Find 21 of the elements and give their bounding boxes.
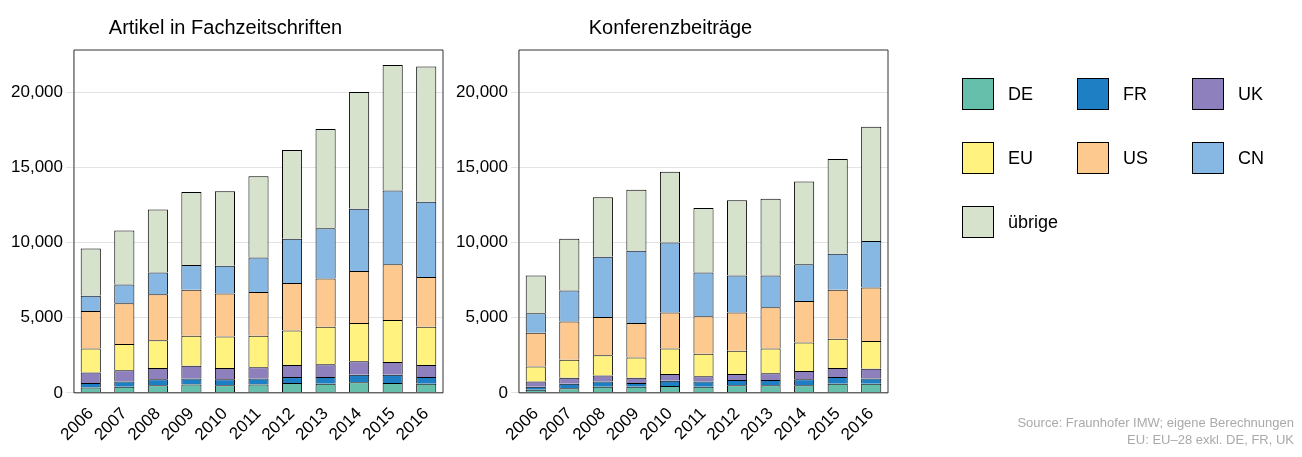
legend-label: US [1123,147,1149,169]
text: EU: EU–28 exkl. DE, FR, UK [1126,431,1294,448]
legend-label: EU [1008,147,1034,169]
y-tick-label: 15,000 [456,156,508,176]
legend-label: FR [1123,83,1147,105]
y-tick-label: 20,000 [456,81,508,101]
chart-title: Artikel in Fachzeitschriften [108,15,343,38]
legend-label: UK [1238,83,1264,105]
chart-title: Konferenzbeiträge [588,15,753,38]
y-tick-label: 20,000 [11,81,63,101]
y-tick-label: 10,000 [11,232,63,252]
y-tick-label: 10,000 [456,232,508,252]
y-tick-label: 0 [53,382,63,402]
y-tick-label: 5,000 [465,307,508,327]
legend-label: übrige [1008,211,1059,233]
source-note: Source: Fraunhofer IMW; eigene Berechnungen [1016,414,1294,431]
y-tick-label: 15,000 [11,156,63,176]
legend-label: CN [1238,147,1264,169]
y-tick-label: 5,000 [20,307,63,327]
legend-label: DE [1008,83,1034,105]
y-tick-label: 0 [498,382,508,402]
